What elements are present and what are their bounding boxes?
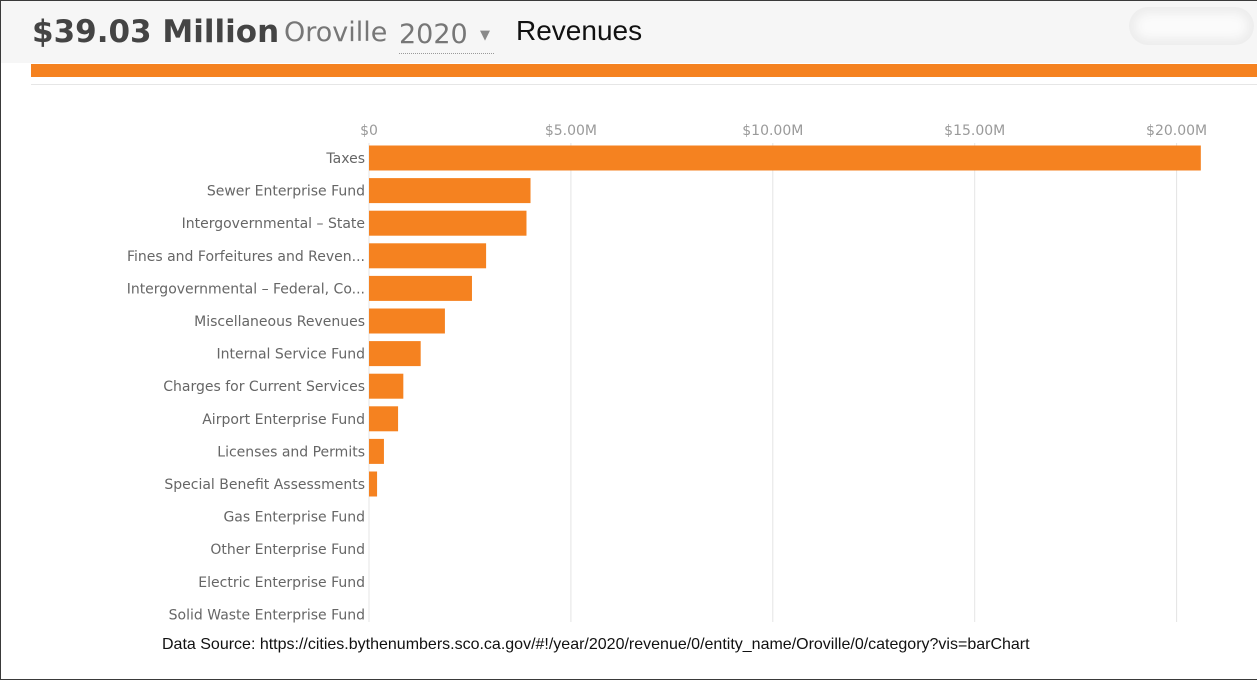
x-tick-label: $0: [360, 123, 378, 139]
x-axis-ticks: $0 $5.00M $10.00M $15.00M $20.00M: [360, 123, 1207, 139]
category-label: Solid Waste Enterprise Fund: [169, 607, 365, 623]
blurred-region: [1129, 7, 1254, 45]
bar[interactable]: [369, 373, 404, 399]
x-tick-label: $15.00M: [944, 123, 1005, 139]
category-label: Miscellaneous Revenues: [194, 314, 365, 330]
category-label: Fines and Forfeitures and Reven...: [127, 249, 365, 265]
bar[interactable]: [369, 145, 1201, 171]
category-label: Licenses and Permits: [217, 444, 365, 460]
total-amount: $39.03 Million: [32, 14, 280, 50]
category-label: Other Enterprise Fund: [210, 542, 365, 558]
chart-title: Revenues: [516, 15, 643, 46]
city-name: Oroville: [284, 17, 388, 48]
category-label: Sewer Enterprise Fund: [207, 184, 365, 200]
category-label: Intergovernmental – Federal, Co...: [127, 281, 365, 297]
bar[interactable]: [369, 341, 421, 367]
year-dropdown[interactable]: 2020: [399, 17, 494, 54]
category-label: Special Benefit Assessments: [164, 477, 365, 493]
x-tick-label: $5.00M: [545, 123, 597, 139]
accent-bar: [31, 64, 1257, 77]
category-label: Taxes: [325, 151, 365, 167]
bar[interactable]: [369, 210, 527, 236]
page-header: $39.03 Million Oroville 2020 ▼ Revenues: [1, 1, 1257, 63]
category-label: Gas Enterprise Fund: [223, 510, 365, 526]
x-tick-label: $20.00M: [1146, 123, 1207, 139]
bar[interactable]: [369, 178, 531, 204]
bar[interactable]: [369, 275, 472, 301]
bar[interactable]: [369, 438, 384, 464]
category-labels: Taxes Sewer Enterprise Fund Intergovernmen…: [127, 151, 365, 623]
bar-chart: $0 $5.00M $10.00M $15.00M $20.00M Taxes Sewer…: [127, 123, 1207, 623]
data-source-note: Data Source: https://cities.bythenumbers…: [162, 636, 1030, 653]
bars: [369, 145, 1201, 497]
category-label: Internal Service Fund: [216, 347, 365, 363]
category-label: Intergovernmental – State: [182, 216, 365, 232]
x-tick-label: $10.00M: [742, 123, 803, 139]
bar[interactable]: [369, 471, 378, 497]
bar[interactable]: [369, 243, 487, 269]
bar[interactable]: [369, 308, 445, 334]
bar[interactable]: [369, 406, 399, 432]
category-label: Charges for Current Services: [163, 379, 365, 395]
category-label: Electric Enterprise Fund: [198, 575, 365, 591]
header-divider: [31, 84, 1257, 85]
caret-down-icon[interactable]: ▼: [480, 28, 490, 43]
category-label: Airport Enterprise Fund: [202, 412, 365, 428]
